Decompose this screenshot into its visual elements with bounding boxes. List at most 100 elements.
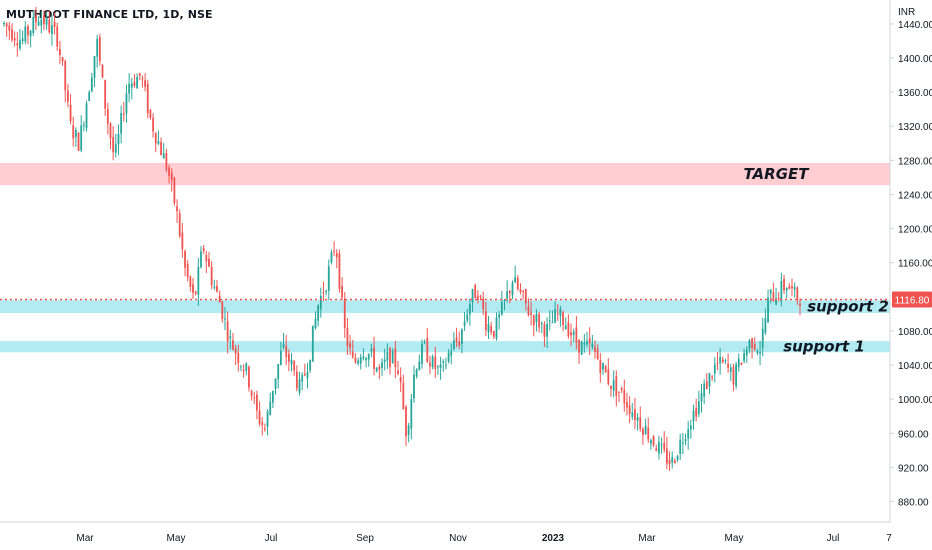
candle-body [532, 315, 535, 326]
candle-body [242, 370, 245, 372]
candle-body [785, 287, 788, 291]
candle-body [628, 405, 631, 414]
candle-body [490, 326, 493, 333]
candle-body [59, 49, 61, 56]
candle-body [713, 364, 716, 374]
x-tick-label: 7 [886, 533, 892, 544]
y-tick-label: 920.00 [898, 463, 929, 474]
candle-body [791, 286, 793, 289]
candle-body [453, 340, 455, 349]
candle-body [397, 370, 399, 374]
candle-body [434, 356, 437, 369]
candle-body [16, 43, 19, 46]
y-tick-label: 1200.00 [898, 225, 932, 236]
candle-body [389, 348, 391, 368]
candle-body [367, 354, 370, 360]
candle-body [32, 16, 35, 34]
candle-body [335, 252, 338, 258]
candle-body [650, 440, 652, 444]
candle-body [317, 305, 320, 321]
candle-body [330, 252, 333, 263]
candle-body [684, 439, 687, 441]
zone-label-1: support 2 [807, 298, 889, 316]
candle-body [727, 363, 730, 368]
candle-body [162, 153, 165, 159]
candle-body [426, 337, 429, 362]
candle-body [216, 285, 218, 292]
candle-body [799, 303, 801, 306]
candle-body [634, 409, 636, 420]
candle-body [120, 113, 123, 134]
candle-body [620, 388, 623, 391]
candle-body [596, 348, 599, 360]
candle-body [405, 406, 407, 437]
candle-body [186, 263, 189, 278]
candle-body [61, 57, 64, 62]
candle-body [258, 410, 261, 424]
candle-body [11, 29, 13, 40]
candle-body [309, 359, 312, 371]
candle-body [767, 297, 769, 322]
candle-body [282, 344, 285, 347]
last-price-tag [892, 291, 932, 308]
candle-body [743, 353, 745, 361]
last-price-tag-text: 1116.80 [895, 296, 930, 307]
candle-body [130, 83, 133, 88]
candle-body [80, 125, 83, 151]
candle-body [192, 284, 194, 293]
y-tick-label: 1000.00 [898, 395, 932, 406]
candle-body [753, 343, 756, 350]
candle-body [570, 332, 572, 336]
candle-body [474, 285, 477, 299]
candle-body [322, 292, 325, 294]
candle-body [756, 350, 759, 353]
candle-body [676, 456, 679, 460]
candle-body [671, 457, 674, 463]
candle-body [200, 251, 202, 268]
candle-body [455, 337, 458, 343]
candle-body [208, 258, 210, 267]
candle-body [343, 298, 346, 329]
symbol-title: MUTHOOT FINANCE LTD, 1D, NSE [6, 8, 213, 21]
candle-body [253, 397, 256, 399]
candle-body [98, 37, 101, 62]
candle-body [546, 324, 548, 337]
candle-body [460, 329, 463, 344]
candle-body [711, 376, 714, 378]
candle-body [636, 417, 639, 421]
candle-body [370, 348, 373, 352]
candle-body [149, 109, 152, 118]
candle-body [101, 64, 104, 78]
candle-body [138, 73, 141, 76]
candle-body [165, 153, 168, 170]
candle-body [447, 352, 450, 362]
candle-body [232, 340, 234, 350]
candle-body [69, 104, 72, 122]
candle-body [540, 322, 543, 325]
candle-body [466, 314, 469, 321]
candle-body [45, 17, 48, 25]
candle-body [450, 351, 453, 356]
candle-body [548, 320, 551, 322]
candle-body [325, 290, 328, 292]
candle-body [114, 144, 117, 153]
y-tick-label: 1440.00 [898, 20, 932, 31]
candle-body [793, 286, 796, 290]
candle-body [279, 350, 282, 365]
candle-body [415, 369, 418, 377]
candle-body [154, 132, 157, 144]
candle-body [53, 21, 56, 27]
candle-body [780, 281, 783, 302]
candle-body [524, 289, 527, 304]
candle-body [575, 327, 578, 343]
candle-body [178, 213, 181, 237]
candle-body [442, 361, 445, 363]
candle-body [498, 314, 501, 318]
candle-body [226, 321, 229, 342]
candle-body [604, 366, 607, 373]
candle-body [21, 38, 24, 42]
candle-body [295, 371, 298, 389]
candle-body [503, 299, 506, 301]
last-price-layer: 1116.80 [0, 291, 932, 308]
